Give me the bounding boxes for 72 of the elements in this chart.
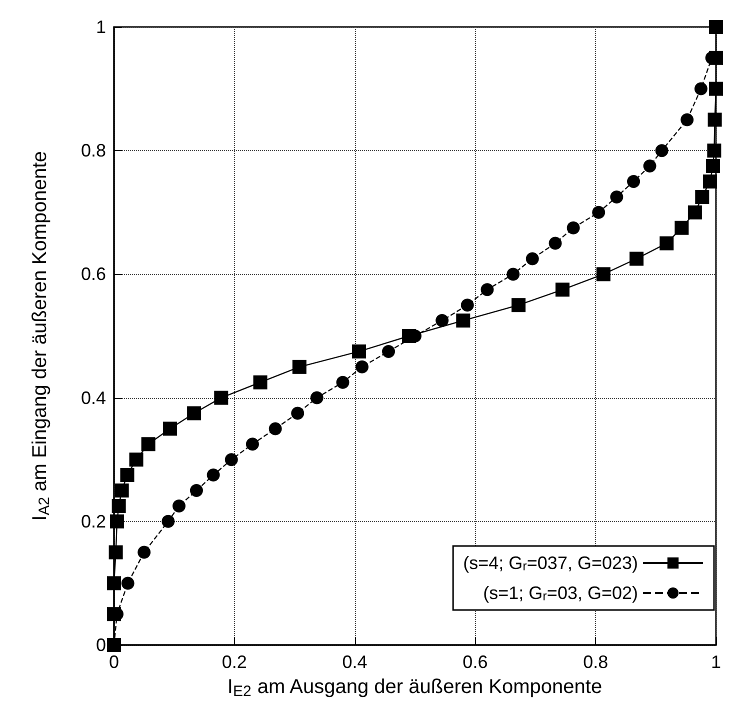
point xyxy=(121,576,134,590)
point xyxy=(627,175,640,188)
y-tick-label: 0.4 xyxy=(80,388,106,408)
point xyxy=(352,344,366,358)
point xyxy=(456,314,470,328)
point xyxy=(382,344,396,358)
x-tick-label: 0 xyxy=(108,652,120,672)
point xyxy=(141,437,156,452)
legend-label: (s=4; Gᵣ=037, G=023) xyxy=(463,553,638,573)
y-tick-label: 0.8 xyxy=(80,140,106,161)
point xyxy=(555,282,570,297)
y-tick-label: 1 xyxy=(96,17,106,37)
point xyxy=(660,236,674,250)
point xyxy=(460,298,474,312)
point xyxy=(110,514,124,528)
point xyxy=(214,390,228,405)
point xyxy=(436,314,449,328)
point xyxy=(292,360,306,374)
point xyxy=(548,236,562,250)
y-tick-label: 0.2 xyxy=(80,511,106,532)
point xyxy=(630,252,644,266)
point xyxy=(356,360,369,374)
point xyxy=(336,376,350,389)
point xyxy=(162,422,177,436)
point xyxy=(114,484,129,498)
point xyxy=(112,498,126,513)
point xyxy=(680,113,694,126)
point xyxy=(709,20,723,34)
point xyxy=(592,206,606,219)
point xyxy=(566,221,580,234)
point xyxy=(206,468,220,482)
point xyxy=(708,112,722,127)
point xyxy=(655,144,668,158)
point xyxy=(695,190,710,204)
point xyxy=(162,514,175,528)
point xyxy=(610,190,624,204)
point xyxy=(512,298,526,312)
point xyxy=(688,205,702,220)
point xyxy=(253,375,268,390)
point xyxy=(506,268,520,281)
point xyxy=(246,438,259,451)
point xyxy=(129,452,144,467)
x-tick-label: 0.6 xyxy=(462,652,488,672)
point xyxy=(108,545,123,560)
y-axis-title: IA2 am Eingang der äußeren Komponente xyxy=(29,151,53,521)
point xyxy=(120,468,134,482)
point xyxy=(643,160,656,173)
point xyxy=(187,406,202,420)
point xyxy=(526,252,539,266)
legend-label: (s=1; Gᵣ=03, G=02) xyxy=(483,583,638,603)
x-tick-label: 0.2 xyxy=(222,652,247,672)
point xyxy=(707,144,722,158)
y-tick-label: 0 xyxy=(96,635,106,655)
point xyxy=(138,546,151,559)
y-tick-label: 0.6 xyxy=(80,264,106,284)
point xyxy=(310,391,324,404)
point xyxy=(480,283,494,296)
point xyxy=(291,406,304,420)
point xyxy=(694,82,708,96)
point xyxy=(172,499,186,512)
point xyxy=(674,220,689,235)
point xyxy=(709,82,723,96)
point xyxy=(706,159,720,174)
point xyxy=(107,576,121,590)
point xyxy=(596,267,610,282)
x-tick-label: 1 xyxy=(710,652,722,672)
point xyxy=(268,422,282,436)
point xyxy=(190,484,203,497)
x-tick-label: 0.8 xyxy=(583,652,608,672)
point xyxy=(224,453,238,466)
point xyxy=(702,174,717,188)
x-tick-label: 0.4 xyxy=(342,652,368,672)
